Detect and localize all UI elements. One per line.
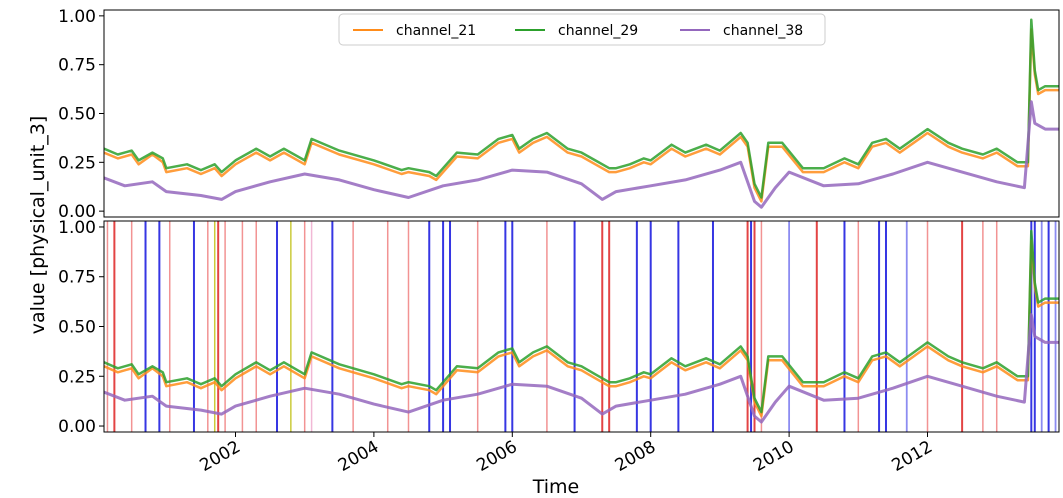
- series-line-channel_21-top: [104, 28, 1059, 203]
- y-tick-label-top-4: 1.00: [58, 7, 96, 27]
- top-y-axis: 0.00 0.25 0.50 0.75 1.00: [58, 7, 104, 222]
- x-tick-label-1: 2004: [335, 437, 382, 476]
- y-tick-label-bottom-3: 0.75: [58, 268, 96, 288]
- y-tick-label-bottom-0: 0.00: [58, 417, 96, 437]
- top-panel: 0.000.250.500.751.00 channel_21 channel_2…: [58, 7, 1060, 222]
- y-axis-label: value [physical_unit_3]: [27, 116, 49, 335]
- series-line-channel_21-bottom: [104, 239, 1059, 418]
- series-line-channel_29-bottom: [104, 229, 1059, 414]
- series-line-channel_38-top: [104, 100, 1059, 209]
- x-tick-label-5: 2012: [889, 437, 936, 476]
- y-tick-label-bottom-1: 0.25: [58, 367, 96, 387]
- y-tick-label-top-0: 0.00: [58, 202, 96, 222]
- y-tick-label-top-1: 0.25: [58, 153, 96, 173]
- event-markers-group: [106, 221, 1057, 432]
- legend-label-channel_38: channel_38: [723, 23, 803, 39]
- legend-box: [338, 13, 826, 46]
- x-tick-label-0: 2002: [197, 437, 244, 476]
- bottom-panel: 0.00 0.25 0.50 0.75 1.00 2002 2004 2006 2008 201…: [58, 218, 1060, 476]
- y-tick-label-top-3: 0.75: [58, 56, 96, 76]
- x-axis-label: Time: [532, 476, 580, 498]
- bottom-y-axis: 0.00 0.25 0.50 0.75 1.00: [58, 218, 104, 437]
- series-line-channel_38-bottom: [104, 313, 1059, 424]
- x-tick-label-4: 2010: [750, 437, 797, 476]
- y-tick-label-bottom-2: 0.50: [58, 318, 96, 338]
- x-tick-label-2: 2006: [473, 437, 520, 476]
- bottom-series-group: [104, 229, 1059, 424]
- x-tick-label-3: 2008: [612, 437, 659, 476]
- y-tick-label-bottom-4: 1.00: [58, 218, 96, 238]
- y-tick-label-top-2: 0.50: [58, 105, 96, 125]
- series-line-channel_29-top: [104, 18, 1059, 199]
- legend-label-channel_29: channel_29: [558, 23, 638, 39]
- bottom-panel-frame: [103, 220, 1060, 433]
- legend-label-channel_21: channel_21: [396, 23, 476, 39]
- top-series-group: [104, 18, 1059, 209]
- x-axis: 2002 2004 2006 2008 2010 2012: [197, 432, 936, 476]
- legend: channel_21 channel_29 channel_38: [338, 13, 826, 46]
